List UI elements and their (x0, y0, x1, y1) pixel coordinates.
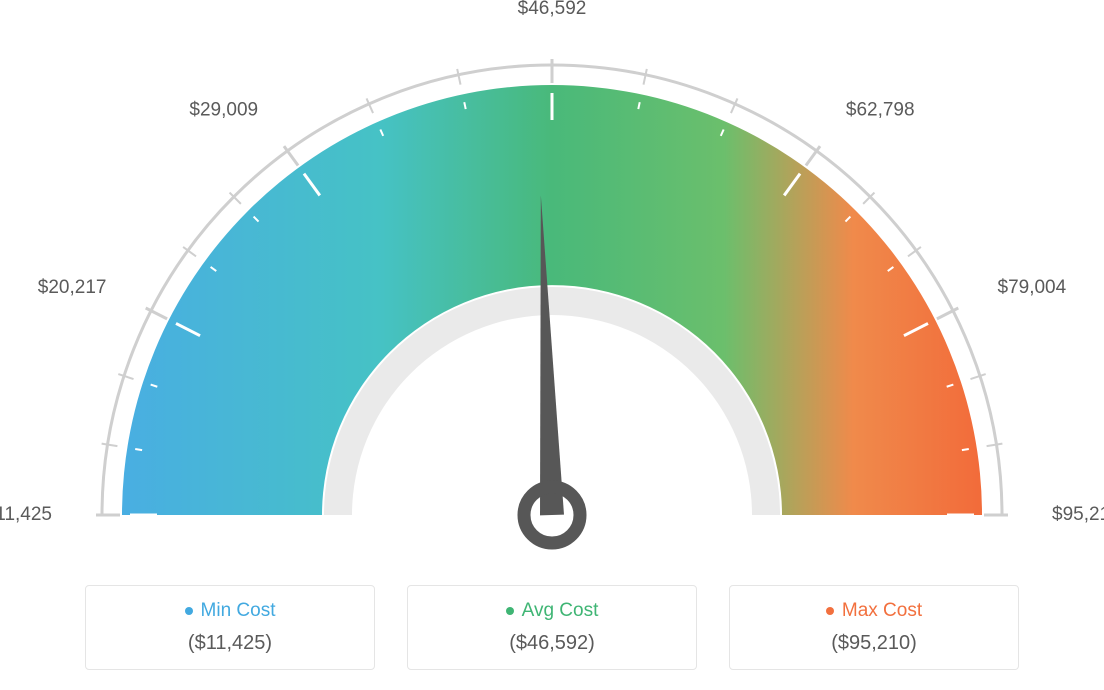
legend-label-max: Max Cost (826, 600, 922, 622)
svg-text:$46,592: $46,592 (518, 0, 587, 19)
legend-text-avg: Avg Cost (522, 600, 599, 622)
cost-gauge-chart: $11,425 $20,217 $29,009 $46,592 $62,798 $79,0… (0, 0, 1104, 560)
legend-card-min: Min Cost ($11,425) (85, 585, 375, 670)
legend-card-max: Max Cost ($95,210) (729, 585, 1019, 670)
legend-value-max: ($95,210) (730, 632, 1018, 655)
legend-label-avg: Avg Cost (506, 600, 599, 622)
gauge-svg: $11,425 $20,217 $29,009 $46,592 $62,798 $79,0… (0, 0, 1104, 560)
svg-text:$95,210: $95,210 (1052, 504, 1104, 525)
legend-dot-min (185, 607, 193, 615)
legend-row: Min Cost ($11,425) Avg Cost ($46,592) Ma… (85, 585, 1019, 670)
svg-text:$20,217: $20,217 (38, 277, 107, 298)
legend-dot-avg (506, 607, 514, 615)
legend-dot-max (826, 607, 834, 615)
legend-value-avg: ($46,592) (408, 632, 696, 655)
svg-text:$29,009: $29,009 (189, 100, 258, 121)
svg-text:$11,425: $11,425 (0, 504, 52, 525)
svg-text:$79,004: $79,004 (998, 277, 1067, 298)
legend-value-min: ($11,425) (86, 632, 374, 655)
legend-text-min: Min Cost (201, 600, 276, 622)
legend-card-avg: Avg Cost ($46,592) (407, 585, 697, 670)
legend-text-max: Max Cost (842, 600, 922, 622)
svg-text:$62,798: $62,798 (846, 100, 915, 121)
legend-label-min: Min Cost (185, 600, 276, 622)
